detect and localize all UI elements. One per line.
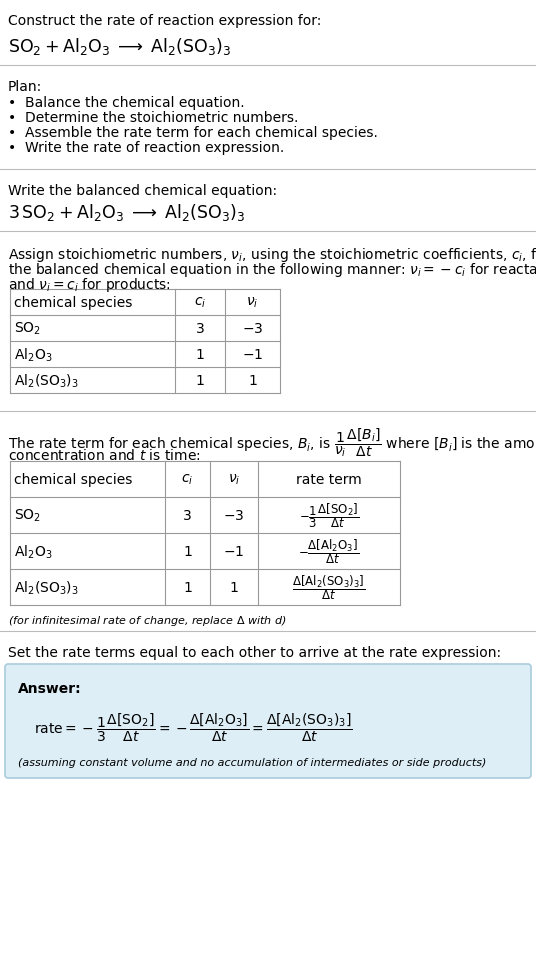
Text: $\mathrm{SO_2}$: $\mathrm{SO_2}$ — [14, 507, 41, 523]
Text: $-1$: $-1$ — [242, 348, 263, 361]
Text: $\nu_i$: $\nu_i$ — [247, 295, 259, 310]
Text: and $\nu_i = c_i$ for products:: and $\nu_i = c_i$ for products: — [8, 275, 171, 294]
Text: $-\dfrac{1}{3}\dfrac{\Delta[\mathrm{SO_2}]}{\Delta t}$: $-\dfrac{1}{3}\dfrac{\Delta[\mathrm{SO_2… — [299, 501, 359, 530]
Text: (assuming constant volume and no accumulation of intermediates or side products): (assuming constant volume and no accumul… — [18, 758, 486, 767]
FancyBboxPatch shape — [5, 664, 531, 779]
Text: Set the rate terms equal to each other to arrive at the rate expression:: Set the rate terms equal to each other t… — [8, 645, 501, 659]
Text: Answer:: Answer: — [18, 681, 81, 696]
Text: $\mathrm{SO_2}$: $\mathrm{SO_2}$ — [14, 320, 41, 336]
Text: 1: 1 — [196, 348, 204, 361]
Text: the balanced chemical equation in the following manner: $\nu_i = -c_i$ for react: the balanced chemical equation in the fo… — [8, 261, 536, 278]
Text: (for infinitesimal rate of change, replace $\Delta$ with $d$): (for infinitesimal rate of change, repla… — [8, 614, 287, 627]
Text: 3: 3 — [196, 322, 204, 335]
Text: •  Determine the stoichiometric numbers.: • Determine the stoichiometric numbers. — [8, 111, 299, 125]
Text: $\mathrm{Al_2(SO_3)_3}$: $\mathrm{Al_2(SO_3)_3}$ — [14, 578, 79, 596]
Text: rate term: rate term — [296, 473, 362, 486]
Text: 1: 1 — [183, 580, 192, 595]
Text: $c_i$: $c_i$ — [181, 473, 193, 487]
Text: $1$: $1$ — [229, 580, 239, 595]
Text: •  Write the rate of reaction expression.: • Write the rate of reaction expression. — [8, 141, 284, 154]
Text: Plan:: Plan: — [8, 80, 42, 94]
Text: $\mathrm{Al_2O_3}$: $\mathrm{Al_2O_3}$ — [14, 542, 53, 560]
Text: chemical species: chemical species — [14, 473, 132, 486]
Text: Write the balanced chemical equation:: Write the balanced chemical equation: — [8, 184, 277, 198]
Text: Assign stoichiometric numbers, $\nu_i$, using the stoichiometric coefficients, $: Assign stoichiometric numbers, $\nu_i$, … — [8, 246, 536, 264]
Text: chemical species: chemical species — [14, 295, 132, 310]
Text: $c_i$: $c_i$ — [194, 295, 206, 310]
Text: •  Balance the chemical equation.: • Balance the chemical equation. — [8, 96, 244, 110]
Text: $\mathrm{Al_2O_3}$: $\mathrm{Al_2O_3}$ — [14, 346, 53, 363]
Text: $-1$: $-1$ — [224, 544, 244, 558]
Text: 1: 1 — [183, 544, 192, 558]
Text: $-\dfrac{\Delta[\mathrm{Al_2O_3}]}{\Delta t}$: $-\dfrac{\Delta[\mathrm{Al_2O_3}]}{\Delt… — [299, 537, 360, 566]
Text: 1: 1 — [196, 374, 204, 388]
Text: The rate term for each chemical species, $B_i$, is $\dfrac{1}{\nu_i}\dfrac{\Delt: The rate term for each chemical species,… — [8, 426, 536, 458]
Text: Construct the rate of reaction expression for:: Construct the rate of reaction expressio… — [8, 14, 322, 28]
Text: $-3$: $-3$ — [224, 509, 244, 522]
Text: $\nu_i$: $\nu_i$ — [228, 473, 240, 487]
Text: $\mathrm{rate} = -\dfrac{1}{3}\dfrac{\Delta[\mathrm{SO_2}]}{\Delta t} = -\dfrac{: $\mathrm{rate} = -\dfrac{1}{3}\dfrac{\De… — [34, 711, 353, 743]
Text: $1$: $1$ — [248, 374, 257, 388]
Text: $\mathrm{3\,SO_2 + Al_2O_3 \;\longrightarrow\; Al_2(SO_3)_3}$: $\mathrm{3\,SO_2 + Al_2O_3 \;\longrighta… — [8, 202, 245, 223]
Text: concentration and $t$ is time:: concentration and $t$ is time: — [8, 448, 200, 462]
Text: $\mathrm{SO_2 + Al_2O_3 \;\longrightarrow\; Al_2(SO_3)_3}$: $\mathrm{SO_2 + Al_2O_3 \;\longrightarro… — [8, 36, 232, 57]
Text: •  Assemble the rate term for each chemical species.: • Assemble the rate term for each chemic… — [8, 126, 378, 140]
Text: $\mathrm{Al_2(SO_3)_3}$: $\mathrm{Al_2(SO_3)_3}$ — [14, 372, 79, 389]
Text: 3: 3 — [183, 509, 192, 522]
Text: $-3$: $-3$ — [242, 322, 263, 335]
Text: $\dfrac{\Delta[\mathrm{Al_2(SO_3)_3}]}{\Delta t}$: $\dfrac{\Delta[\mathrm{Al_2(SO_3)_3}]}{\… — [292, 573, 366, 601]
